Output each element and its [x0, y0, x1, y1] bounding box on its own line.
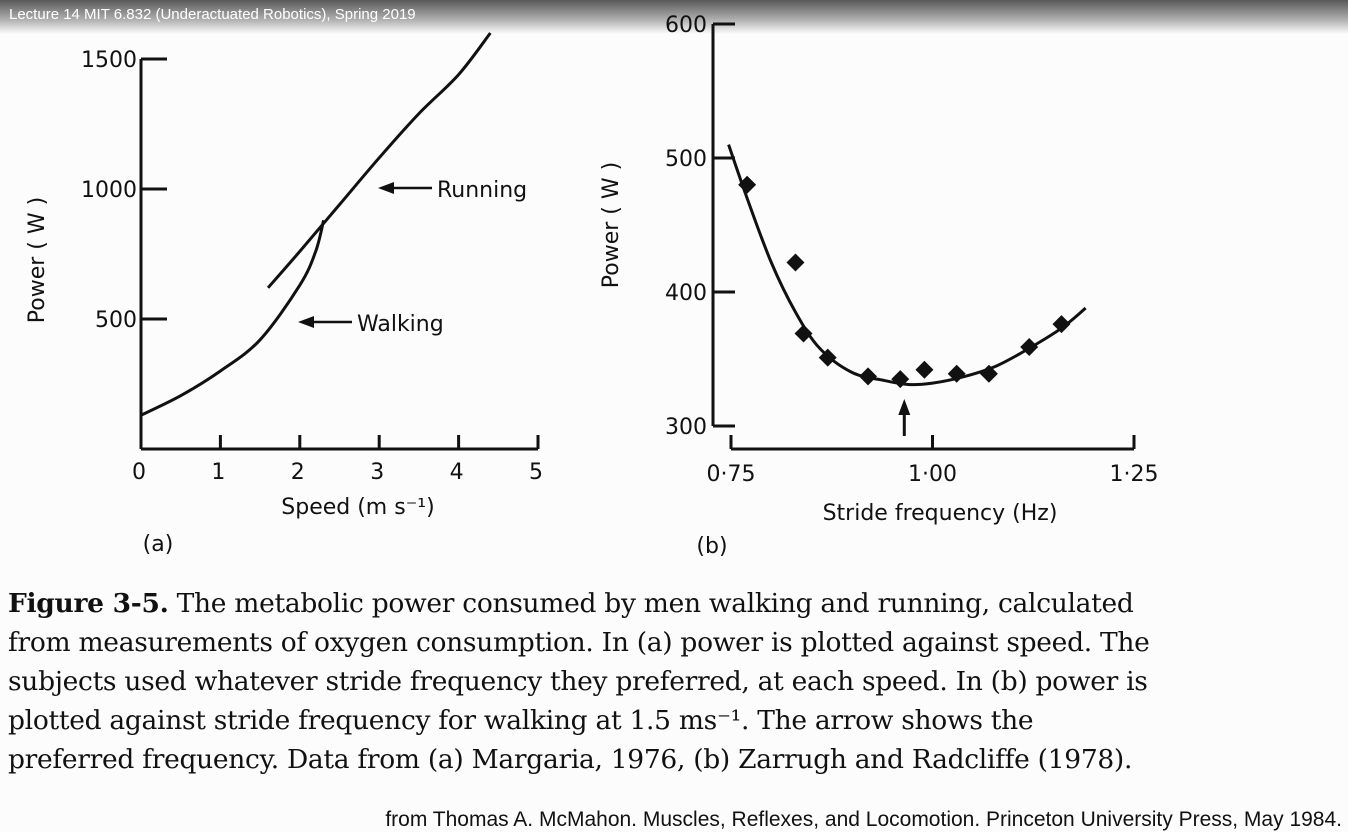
x-tick-label: 3	[370, 460, 384, 485]
data-point	[786, 253, 805, 272]
x-tick-label: 0	[132, 460, 146, 485]
data-point	[1052, 315, 1071, 334]
data-point	[915, 360, 934, 379]
data-point	[891, 370, 910, 389]
x-tick-label: 1·00	[908, 462, 957, 487]
data-point	[979, 364, 998, 383]
y-tick-label: 500	[665, 147, 707, 172]
walking-label: Walking	[357, 312, 444, 337]
panel-a: 0 1 2 3 4 5 500 1000 1500 Speed (m s⁻¹) Power ( W …	[25, 32, 543, 557]
running-label: Running	[437, 178, 527, 203]
data-point	[1020, 337, 1039, 356]
source-credit: from Thomas A. McMahon. Muscles, Reflexe…	[385, 808, 1342, 831]
data-point	[818, 348, 837, 367]
video-title-bar: Lecture 14 MIT 6.832 (Underactuated Robo…	[0, 0, 1348, 34]
x-tick-label: 1	[211, 460, 225, 485]
preferred-arrow-head	[898, 399, 911, 415]
y-axis-title: Power ( W )	[25, 197, 50, 323]
data-point	[947, 364, 966, 383]
panel-label: (a)	[143, 532, 174, 557]
figure-panels: 0 1 2 3 4 5 500 1000 1500 Speed (m s⁻¹) Power ( W …	[25, 13, 1158, 559]
x-tick-label: 1·25	[1110, 462, 1159, 487]
data-point	[794, 324, 813, 343]
y-tick-label: 300	[665, 415, 707, 440]
x-tick-label: 4	[450, 460, 464, 485]
y-tick-label: 500	[95, 308, 137, 333]
walking-curve	[140, 219, 326, 417]
figure-caption: Figure 3-5. The metabolic power consumed…	[8, 584, 1158, 779]
caption-text: The metabolic power consumed by men walk…	[8, 588, 1150, 775]
x-axis-title: Stride frequency (Hz)	[823, 501, 1058, 526]
y-tick-label: 1500	[81, 48, 137, 73]
x-axis-title: Speed (m s⁻¹)	[281, 495, 434, 520]
y-tick-label: 400	[665, 281, 707, 306]
panel-b: 0·75 1·00 1·25 300 400 500 600 Stride frequency…	[599, 13, 1158, 559]
x-tick-label: 5	[529, 460, 543, 485]
walking-arrow-head	[298, 316, 314, 328]
data-point	[859, 367, 878, 386]
x-tick-label: 2	[291, 460, 305, 485]
running-line	[266, 32, 492, 289]
y-axis-title: Power ( W )	[599, 162, 624, 288]
panel-label: (b)	[696, 534, 727, 559]
running-arrow-head	[378, 182, 394, 194]
y-tick-label: 1000	[81, 178, 137, 203]
data-point	[738, 175, 757, 194]
caption-label: Figure 3-5.	[8, 588, 169, 619]
x-tick-label: 0·75	[707, 462, 756, 487]
video-title[interactable]: Lecture 14 MIT 6.832 (Underactuated Robo…	[9, 6, 416, 23]
y-tick-label: 600	[665, 13, 707, 38]
